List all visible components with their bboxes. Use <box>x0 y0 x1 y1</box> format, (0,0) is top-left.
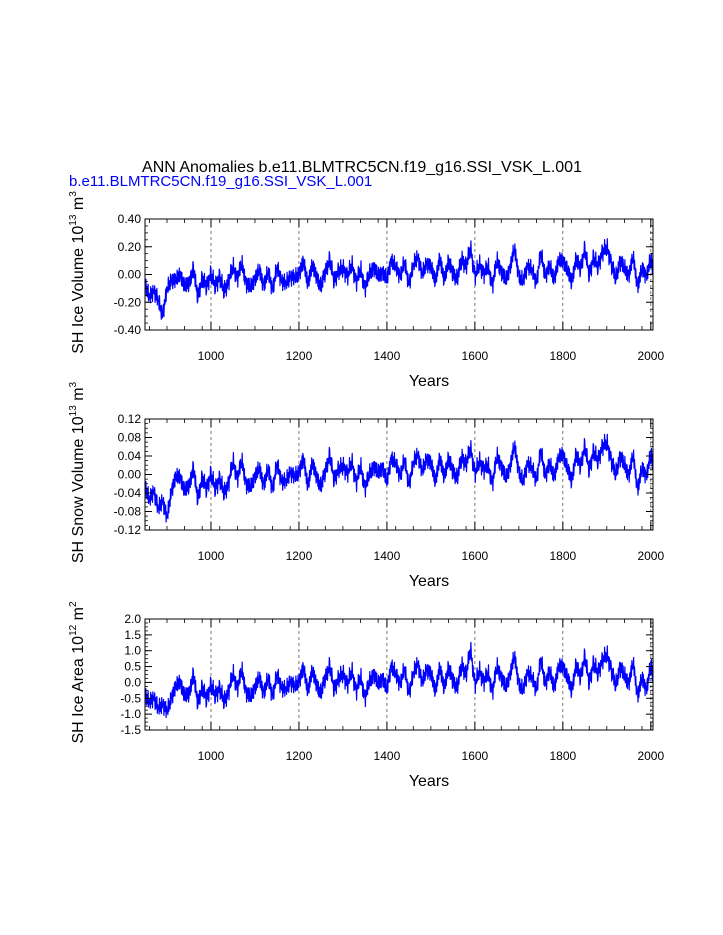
y-tick-label: 0.0 <box>124 675 141 689</box>
y-tick-label: 2.0 <box>124 612 141 626</box>
x-tick-label: 2000 <box>637 549 664 563</box>
x-tick-label: 1600 <box>462 349 489 363</box>
series-line <box>144 238 654 320</box>
chart-panel-ice-area: -1.5 -1.0 -0.5 0.00.5 1.0 1.5 2.0 1000 1200 1400 1… <box>68 601 664 790</box>
x-axis-label: Years <box>409 373 449 390</box>
x-tick-label: 1200 <box>286 549 313 563</box>
chart-panel-snow-volume: -0.12 -0.08 -0.04 0.00 0.04 0.08 0.12 1000 1200 1… <box>68 381 664 590</box>
y-tick-label: -0.08 <box>114 505 142 519</box>
x-axis-label: Years <box>409 573 449 590</box>
x-tick-label: 1200 <box>286 349 313 363</box>
y-tick-label: 1.0 <box>124 644 141 658</box>
y-tick-label: -0.20 <box>114 295 142 309</box>
y-tick-label: -1.0 <box>120 707 141 721</box>
y-tick-label: -0.04 <box>114 486 142 500</box>
y-tick-label: 0.00 <box>118 268 142 282</box>
y-tick-label: 0.20 <box>118 240 142 254</box>
y-tick-label: 0.5 <box>124 660 141 674</box>
y-tick-label: -1.5 <box>120 723 141 737</box>
y-tick-label: 0.40 <box>118 212 142 226</box>
chart-panel-ice-volume: -0.40 -0.20 0.00 0.20 0.40 1000 1200 1400 1600 18… <box>68 191 664 390</box>
y-axis-label: SH Ice Volume 1013 m3 <box>68 191 87 354</box>
x-tick-label: 1800 <box>549 549 576 563</box>
x-tick-label: 2000 <box>637 749 664 763</box>
x-tick-label: 1200 <box>286 749 313 763</box>
x-axis-label: Years <box>409 773 449 790</box>
x-tick-label: 1600 <box>462 549 489 563</box>
figure-title: ANN Anomalies b.e11.BLMTRC5CN.f19_g16.SS… <box>142 159 582 176</box>
y-tick-label: 0.00 <box>118 468 142 482</box>
x-tick-label: 1800 <box>549 349 576 363</box>
y-tick-label: -0.12 <box>114 523 142 537</box>
x-tick-label: 1000 <box>198 549 225 563</box>
y-tick-label: 0.12 <box>118 412 142 426</box>
figure-subtitle: b.e11.BLMTRC5CN.f19_g16.SSI_VSK_L.001 <box>69 173 372 190</box>
x-tick-label: 1400 <box>374 749 401 763</box>
y-tick-label: -0.5 <box>120 691 141 705</box>
y-axis-label: SH Ice Area 1012 m2 <box>68 601 87 744</box>
y-tick-label: -0.40 <box>114 323 142 337</box>
series-line <box>144 641 654 719</box>
plot-frame <box>144 618 654 731</box>
x-tick-label: 2000 <box>637 349 664 363</box>
y-tick-label: 0.08 <box>118 431 142 445</box>
y-axis-label: SH Snow Volume 1013 m3 <box>68 381 87 563</box>
y-tick-label: 0.04 <box>118 449 142 463</box>
x-tick-label: 1800 <box>549 749 576 763</box>
y-tick-label: 1.5 <box>124 628 141 642</box>
x-tick-label: 1600 <box>462 749 489 763</box>
x-tick-label: 1000 <box>198 749 225 763</box>
x-tick-label: 1400 <box>374 549 401 563</box>
x-tick-label: 1000 <box>198 349 225 363</box>
series-line <box>144 433 654 523</box>
x-tick-label: 1400 <box>374 349 401 363</box>
